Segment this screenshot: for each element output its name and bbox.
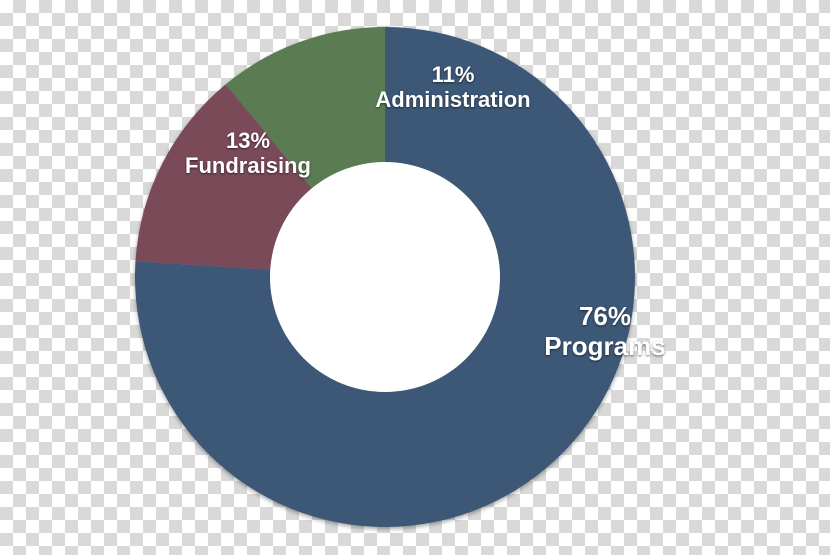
donut-svg — [130, 22, 640, 532]
expense-donut-chart — [130, 22, 640, 532]
donut-hole — [270, 162, 500, 392]
